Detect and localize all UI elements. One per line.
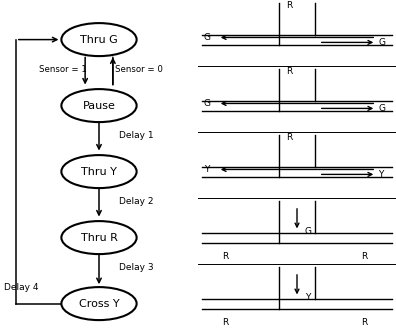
- Text: G: G: [378, 38, 385, 47]
- Text: Sensor = 0: Sensor = 0: [115, 65, 162, 74]
- Text: G: G: [204, 33, 211, 42]
- Text: Y: Y: [204, 165, 209, 174]
- Text: Thru Y: Thru Y: [81, 167, 117, 177]
- Text: Delay 3: Delay 3: [119, 263, 153, 273]
- Text: Delay 4: Delay 4: [4, 282, 38, 292]
- Text: Sensor = 1: Sensor = 1: [40, 65, 87, 74]
- Text: R: R: [286, 67, 292, 76]
- Text: Delay 2: Delay 2: [119, 197, 153, 207]
- Text: Delay 1: Delay 1: [119, 131, 153, 141]
- Text: G: G: [204, 99, 211, 108]
- Text: R: R: [361, 317, 367, 327]
- Text: Thru G: Thru G: [80, 35, 118, 45]
- Text: R: R: [286, 1, 292, 10]
- Text: R: R: [361, 251, 367, 261]
- Text: Thru R: Thru R: [80, 233, 118, 243]
- Text: R: R: [286, 133, 292, 142]
- Text: R: R: [223, 317, 229, 327]
- Text: Cross Y: Cross Y: [79, 299, 119, 309]
- Text: Y: Y: [378, 170, 384, 179]
- Text: R: R: [223, 251, 229, 261]
- Text: G: G: [305, 227, 312, 236]
- Text: Y: Y: [305, 293, 310, 302]
- Text: Pause: Pause: [82, 101, 116, 111]
- Text: G: G: [378, 104, 385, 113]
